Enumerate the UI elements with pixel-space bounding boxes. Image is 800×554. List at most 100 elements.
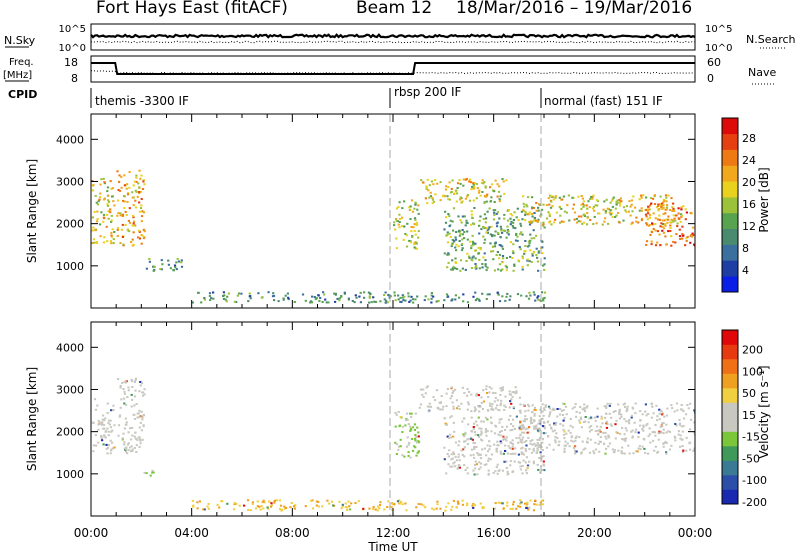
scatter-cell (482, 420, 485, 423)
scatter-cell (499, 501, 502, 504)
scatter-cell (413, 243, 416, 246)
scatter-cell (542, 297, 545, 300)
scatter-cell (259, 508, 262, 511)
scatter-cell (143, 236, 146, 239)
scatter-cell (403, 225, 406, 228)
scatter-cell (434, 193, 437, 196)
scatter-cell (624, 209, 627, 212)
scatter-cell (625, 410, 628, 413)
scatter-cell (629, 205, 632, 208)
scatter-cell (417, 441, 421, 444)
scatter-cell (152, 265, 155, 268)
scatter-cell (489, 233, 492, 236)
scatter-cell (661, 229, 664, 232)
scatter-cell (528, 405, 531, 408)
scatter-cell (413, 223, 416, 226)
scatter-cell (172, 269, 175, 272)
scatter-cell (409, 425, 412, 428)
scatter-cell (632, 452, 635, 455)
scatter-cell (495, 466, 498, 469)
scatter-cell (110, 231, 113, 234)
nsky-tick-low: 10^0 (59, 43, 86, 54)
scatter-cell (658, 208, 661, 210)
scatter-cell (473, 410, 476, 413)
scatter-cell (326, 499, 329, 502)
scatter-cell (444, 509, 447, 512)
scatter-cell (132, 222, 135, 225)
scatter-cell (652, 430, 655, 433)
ytick-label: 4000 (56, 341, 84, 354)
freq-tick-low: 8 (71, 72, 78, 85)
scatter-cell (661, 422, 664, 425)
scatter-cell (494, 209, 497, 212)
scatter-cell (668, 430, 671, 433)
scatter-cell (117, 424, 121, 427)
scatter-cell (604, 211, 607, 214)
scatter-cell (594, 419, 597, 422)
scatter-cell (354, 294, 357, 297)
scatter-cell (506, 225, 509, 228)
scatter-cell (488, 207, 491, 210)
scatter-cell (519, 421, 522, 423)
scatter-cell (533, 414, 536, 417)
scatter-cell (393, 503, 396, 506)
scatter-cell (399, 218, 402, 220)
scatter-cell (104, 417, 107, 420)
power-colorbar-tick: 4 (742, 264, 749, 277)
scatter-cell (653, 194, 656, 197)
scatter-cell (142, 179, 145, 182)
scatter-cell (517, 461, 520, 464)
scatter-cell (409, 429, 412, 432)
scatter-cell (653, 449, 656, 452)
scatter-cell (492, 471, 495, 474)
scatter-cell (685, 449, 688, 452)
scatter-cell (407, 443, 410, 446)
scatter-cell (693, 409, 695, 412)
scatter-cell (98, 423, 101, 425)
scatter-cell (492, 218, 496, 221)
scatter-cell (445, 505, 448, 508)
scatter-cell (435, 389, 439, 392)
scatter-cell (498, 253, 501, 256)
scatter-cell (315, 500, 318, 503)
scatter-cell (505, 269, 508, 272)
scatter-cell (631, 221, 634, 224)
scatter-cell (563, 433, 566, 436)
scatter-cell (334, 300, 337, 303)
scatter-cell (203, 298, 206, 301)
scatter-cell (520, 501, 523, 504)
scatter-cell (579, 406, 582, 408)
scatter-cell (450, 458, 453, 461)
scatter-cell (541, 417, 544, 420)
scatter-cell (536, 442, 539, 444)
scatter-cell (100, 437, 103, 440)
scatter-cell (478, 219, 481, 222)
scatter-cell (624, 406, 627, 409)
scatter-cell (454, 465, 457, 468)
scatter-cell (582, 421, 586, 424)
scatter-cell (497, 444, 500, 447)
scatter-cell (470, 267, 474, 269)
scatter-cell (502, 452, 505, 455)
scatter-cell (578, 419, 581, 422)
scatter-cell (293, 505, 296, 508)
scatter-cell (669, 226, 672, 229)
scatter-cell (525, 444, 528, 447)
scatter-cell (125, 214, 128, 216)
scatter-cell (266, 506, 269, 509)
velocity-scatter (91, 377, 695, 512)
scatter-cell (446, 241, 450, 244)
scatter-cell (609, 201, 612, 204)
scatter-cell (379, 300, 382, 303)
scatter-cell (451, 505, 454, 508)
scatter-cell (212, 297, 215, 300)
scatter-cell (657, 438, 660, 441)
scatter-cell (567, 429, 570, 432)
scatter-cell (628, 200, 631, 203)
scatter-cell (478, 299, 481, 302)
scatter-cell (461, 453, 464, 456)
scatter-cell (138, 230, 141, 233)
scatter-cell (658, 430, 661, 433)
scatter-cell (543, 464, 546, 467)
scatter-cell (521, 452, 524, 455)
